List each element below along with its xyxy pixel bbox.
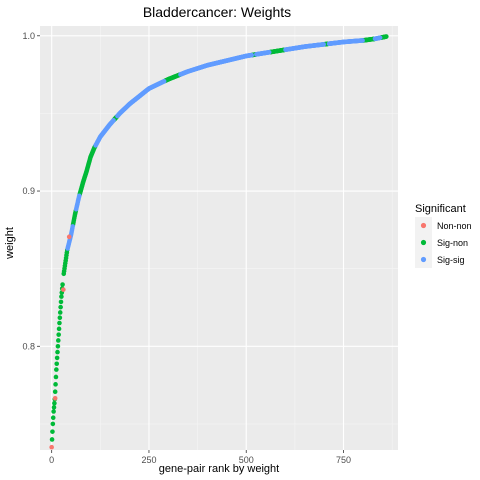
point-sig-non bbox=[59, 294, 64, 299]
point-sig-sig bbox=[70, 224, 75, 229]
point-sig-non bbox=[54, 355, 60, 361]
point-sig-non bbox=[51, 405, 57, 410]
point-sig-sig bbox=[111, 118, 116, 123]
point-sig-non bbox=[50, 421, 56, 427]
point-sig-non bbox=[50, 429, 55, 434]
point-sig-non bbox=[58, 299, 64, 305]
x-tick-label: 0 bbox=[49, 455, 54, 465]
point-sig-non bbox=[54, 361, 60, 367]
legend-key-sig-non bbox=[420, 239, 427, 246]
legend-label-non-non: Non-non bbox=[437, 221, 472, 231]
point-sig-non bbox=[60, 282, 65, 287]
y-tick-label: 0.8 bbox=[22, 341, 35, 351]
point-non-non bbox=[52, 396, 58, 401]
point-non-non bbox=[66, 234, 72, 240]
chart-title: Bladdercancer: Weights bbox=[143, 4, 291, 20]
grid-layer bbox=[40, 26, 398, 450]
legend: Significant Non-non Sig-non Sig-sig bbox=[415, 203, 472, 268]
y-axis-label: weight bbox=[4, 227, 16, 260]
point-sig-non bbox=[57, 315, 63, 321]
point-sig-non bbox=[384, 34, 389, 39]
legend-key-non-non bbox=[420, 222, 427, 229]
point-sig-non bbox=[52, 389, 58, 395]
legend-label-sig-non: Sig-non bbox=[437, 238, 468, 248]
point-sig-non bbox=[53, 374, 59, 380]
x-axis-label: gene-pair rank by weight bbox=[159, 463, 279, 475]
point-sig-non bbox=[57, 320, 62, 326]
legend-entries: Non-non Sig-non Sig-sig bbox=[415, 217, 472, 268]
point-sig-non bbox=[49, 437, 55, 442]
point-sig-non bbox=[55, 343, 61, 349]
point-sig-non bbox=[56, 326, 62, 332]
x-tick-label: 500 bbox=[239, 455, 254, 465]
x-tick-label: 750 bbox=[336, 455, 351, 465]
plot-panel bbox=[40, 26, 398, 450]
point-sig-sig bbox=[249, 52, 254, 58]
legend-label-sig-sig: Sig-sig bbox=[437, 255, 465, 265]
point-sig-sig bbox=[321, 42, 326, 47]
legend-key-sig-sig bbox=[420, 256, 427, 263]
point-sig-non bbox=[52, 400, 57, 406]
x-tick-label: 250 bbox=[141, 455, 156, 465]
point-sig-sig bbox=[266, 50, 272, 55]
point-sig-sig bbox=[77, 193, 82, 199]
point-sig-non bbox=[54, 367, 59, 372]
point-sig-non bbox=[55, 349, 60, 355]
point-non-non bbox=[61, 287, 66, 292]
point-sig-non bbox=[58, 304, 63, 310]
y-tick-label: 0.9 bbox=[22, 186, 35, 196]
point-sig-non bbox=[56, 332, 61, 337]
axis-layer: 0 250 500 750 0.8 0.9 1.0 bbox=[22, 31, 351, 465]
point-non-non bbox=[49, 444, 54, 450]
point-sig-non bbox=[50, 415, 56, 421]
legend-title: Significant bbox=[415, 203, 466, 215]
point-sig-non bbox=[57, 310, 63, 315]
points-layer bbox=[49, 34, 389, 450]
point-sig-non bbox=[53, 382, 58, 387]
point-sig-sig bbox=[161, 79, 167, 84]
y-tick-label: 1.0 bbox=[22, 31, 35, 41]
point-sig-non bbox=[51, 409, 56, 414]
point-sig-sig bbox=[360, 38, 365, 43]
point-sig-sig bbox=[377, 35, 383, 41]
point-sig-non bbox=[55, 338, 61, 343]
